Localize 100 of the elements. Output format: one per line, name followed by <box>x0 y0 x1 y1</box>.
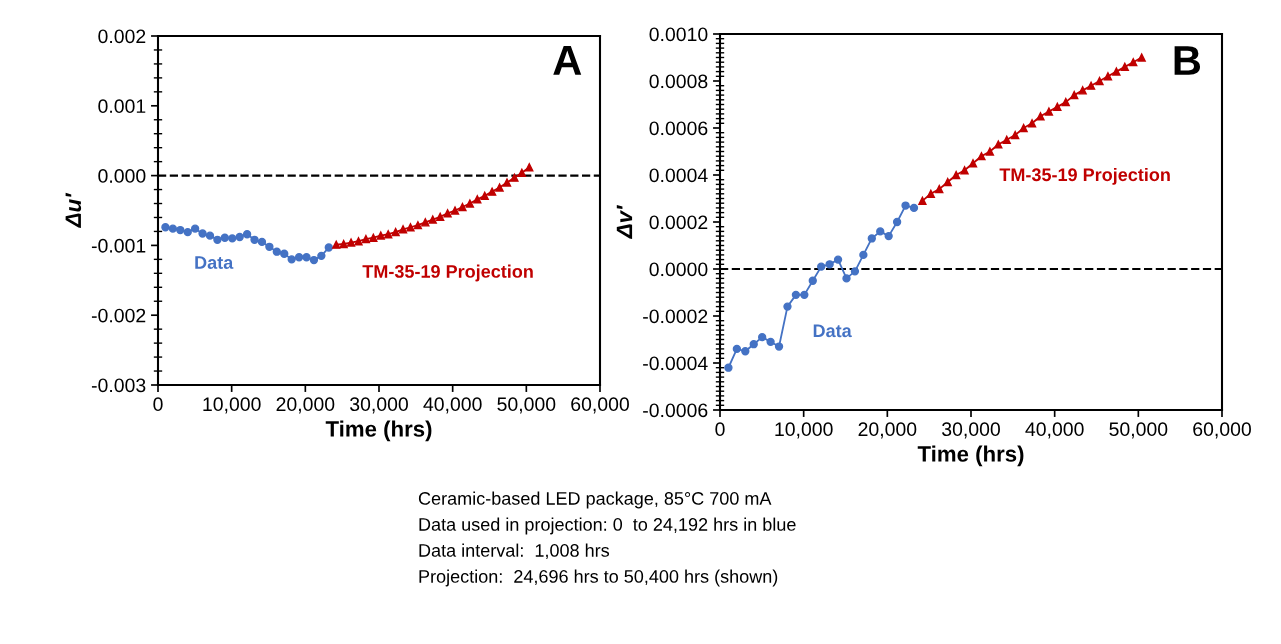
x-tick-label: 30,000 <box>942 422 1000 439</box>
point <box>272 247 281 256</box>
x-tick-label: 40,000 <box>1025 422 1084 439</box>
annotation: A <box>553 46 582 75</box>
y-tick-label: -0.001 <box>91 238 146 253</box>
point <box>749 340 758 349</box>
point <box>825 260 834 269</box>
point <box>465 199 475 208</box>
point <box>332 240 341 249</box>
point <box>495 183 504 192</box>
point <box>850 267 860 276</box>
annotation: B <box>1174 46 1201 75</box>
point <box>190 224 200 233</box>
point <box>473 195 482 204</box>
point <box>361 234 371 244</box>
point <box>354 237 363 246</box>
y-tick-label: -0.002 <box>91 308 146 323</box>
point <box>741 347 750 356</box>
text: Data interval: 1,008 hrs <box>419 543 610 559</box>
y-tick-label: 0.0000 <box>649 262 708 277</box>
point <box>1112 67 1121 76</box>
point <box>808 276 817 285</box>
point <box>517 168 527 177</box>
point <box>918 196 927 206</box>
point <box>450 206 460 215</box>
point <box>1019 123 1028 133</box>
y-axis-title: Δu′ <box>65 192 82 229</box>
point <box>968 159 978 168</box>
point <box>250 235 259 244</box>
point <box>766 337 775 347</box>
y-tick-label: 0.001 <box>98 99 146 114</box>
point <box>428 215 437 224</box>
point <box>884 231 893 241</box>
point <box>198 229 207 238</box>
point <box>724 363 733 372</box>
x-tick-label: 20,000 <box>858 422 917 439</box>
point <box>421 218 430 227</box>
point <box>339 239 348 249</box>
y-tick-label: 0.000 <box>98 169 146 183</box>
y-tick-label: -0.003 <box>91 378 146 393</box>
x-tick-label: 20,000 <box>276 397 335 414</box>
point <box>235 232 244 242</box>
y-tick-label: 0.0010 <box>649 27 708 42</box>
point <box>1095 76 1104 86</box>
point <box>994 140 1003 149</box>
point <box>1053 102 1062 112</box>
y-tick-label: 0.0008 <box>649 74 708 89</box>
point <box>443 209 452 218</box>
point <box>1086 81 1096 90</box>
y-tick-label: 0.0004 <box>649 168 708 183</box>
point <box>220 233 229 242</box>
point <box>213 235 222 244</box>
point <box>346 238 356 247</box>
x-axis-title: Time (hrs) <box>917 445 1024 467</box>
point <box>1002 135 1011 144</box>
point <box>1129 58 1138 67</box>
point <box>1137 53 1146 62</box>
point <box>502 178 512 187</box>
point <box>487 187 497 196</box>
point <box>257 237 267 247</box>
x-tick-label: 60,000 <box>571 397 629 414</box>
point <box>774 342 784 351</box>
point <box>317 251 326 261</box>
x-tick-label: 50,000 <box>1109 422 1168 439</box>
x-tick-label: 60,000 <box>1193 422 1251 439</box>
point <box>228 234 237 243</box>
point <box>842 274 851 283</box>
point <box>294 253 304 262</box>
point <box>176 225 185 235</box>
x-tick-label: 50,000 <box>497 397 556 414</box>
point <box>1120 62 1129 72</box>
y-tick-label: 0.0002 <box>649 215 708 230</box>
point <box>985 147 995 156</box>
point <box>909 203 919 213</box>
point <box>376 231 385 240</box>
point <box>1070 90 1079 100</box>
point <box>783 302 792 311</box>
point <box>413 220 423 230</box>
point <box>1061 97 1070 107</box>
point <box>859 250 868 260</box>
series-label: Data <box>813 324 852 338</box>
point <box>943 177 952 187</box>
x-tick-label: 10,000 <box>203 397 261 414</box>
point <box>398 225 408 234</box>
point <box>901 201 910 210</box>
y-axis-title: Δv′ <box>616 204 633 239</box>
point <box>324 243 333 252</box>
y-tick-label: -0.0006 <box>643 403 708 418</box>
point <box>876 227 885 236</box>
series-label: TM-35-19 Projection <box>362 264 533 282</box>
point <box>1027 119 1037 128</box>
point <box>309 255 319 265</box>
point <box>1078 86 1087 95</box>
series-label: Data <box>195 256 234 269</box>
point <box>242 230 252 239</box>
x-axis-title: Time (hrs) <box>325 420 432 442</box>
point <box>791 290 801 300</box>
text: Projection: 24,696 hrs to 50,400 hrs (shown) <box>419 569 778 587</box>
point <box>369 233 378 242</box>
point <box>935 184 944 194</box>
